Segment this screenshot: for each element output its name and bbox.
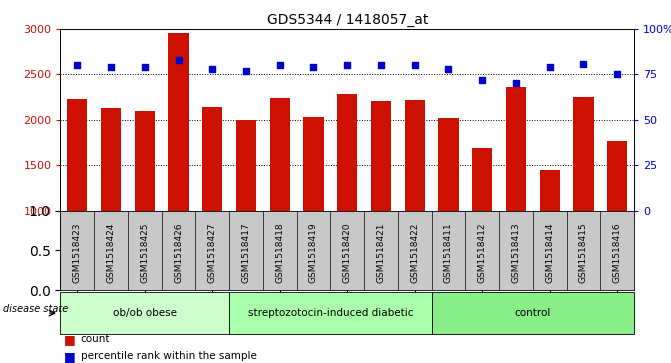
Bar (405, 100, 425, 211)
Text: GSM1518421: GSM1518421 (376, 223, 386, 283)
Text: streptozotocin-induced diabetic: streptozotocin-induced diabetic (248, 308, 413, 318)
Point (308, 64, 319, 70)
Bar (168, 33, 189, 211)
Bar (303, 117, 323, 211)
Text: GSM1518420: GSM1518420 (343, 223, 352, 283)
Text: GSM1518413: GSM1518413 (511, 223, 521, 283)
Text: GSM1518424: GSM1518424 (107, 223, 115, 283)
Point (376, 62, 386, 68)
Bar (506, 87, 526, 211)
Point (612, 72, 623, 77)
Text: ob/ob obese: ob/ob obese (113, 308, 176, 318)
Bar (101, 108, 121, 211)
Text: GSM1518426: GSM1518426 (174, 223, 183, 283)
Point (544, 64, 555, 70)
Point (511, 81, 521, 86)
Bar (236, 120, 256, 211)
Text: count: count (81, 334, 110, 344)
Bar (371, 101, 391, 211)
Bar (607, 141, 627, 211)
Point (173, 57, 184, 63)
Point (140, 64, 150, 70)
Bar (337, 94, 358, 211)
Point (578, 61, 589, 66)
Text: ■: ■ (64, 333, 76, 346)
Text: GSM1518412: GSM1518412 (478, 223, 486, 283)
Text: disease state: disease state (3, 305, 68, 314)
Point (274, 62, 285, 68)
Text: control: control (515, 308, 551, 318)
Bar (438, 118, 458, 211)
Text: GSM1518422: GSM1518422 (410, 223, 419, 283)
Point (72, 62, 83, 68)
Point (342, 62, 353, 68)
Bar (270, 98, 290, 211)
Text: GSM1518425: GSM1518425 (140, 223, 149, 283)
Text: GSM1518415: GSM1518415 (579, 223, 588, 283)
Text: GSM1518419: GSM1518419 (309, 223, 318, 283)
Point (443, 66, 454, 72)
Text: GSM1518427: GSM1518427 (208, 223, 217, 283)
Bar (135, 111, 155, 211)
Point (207, 66, 217, 72)
Text: ■: ■ (64, 350, 76, 363)
Text: GSM1518416: GSM1518416 (613, 223, 622, 283)
Bar (573, 97, 594, 211)
Bar (472, 148, 493, 211)
Point (105, 64, 116, 70)
Text: GSM1518423: GSM1518423 (72, 223, 82, 283)
Text: GSM1518414: GSM1518414 (546, 223, 554, 283)
Text: percentile rank within the sample: percentile rank within the sample (81, 351, 256, 362)
Text: GSM1518418: GSM1518418 (275, 223, 285, 283)
Text: GSM1518411: GSM1518411 (444, 223, 453, 283)
Bar (539, 170, 560, 211)
Point (477, 77, 488, 83)
Point (241, 68, 252, 74)
Point (409, 62, 420, 68)
Bar (67, 99, 87, 211)
Text: GSM1518417: GSM1518417 (242, 223, 250, 283)
Title: GDS5344 / 1418057_at: GDS5344 / 1418057_at (266, 13, 428, 26)
Bar (202, 107, 222, 211)
